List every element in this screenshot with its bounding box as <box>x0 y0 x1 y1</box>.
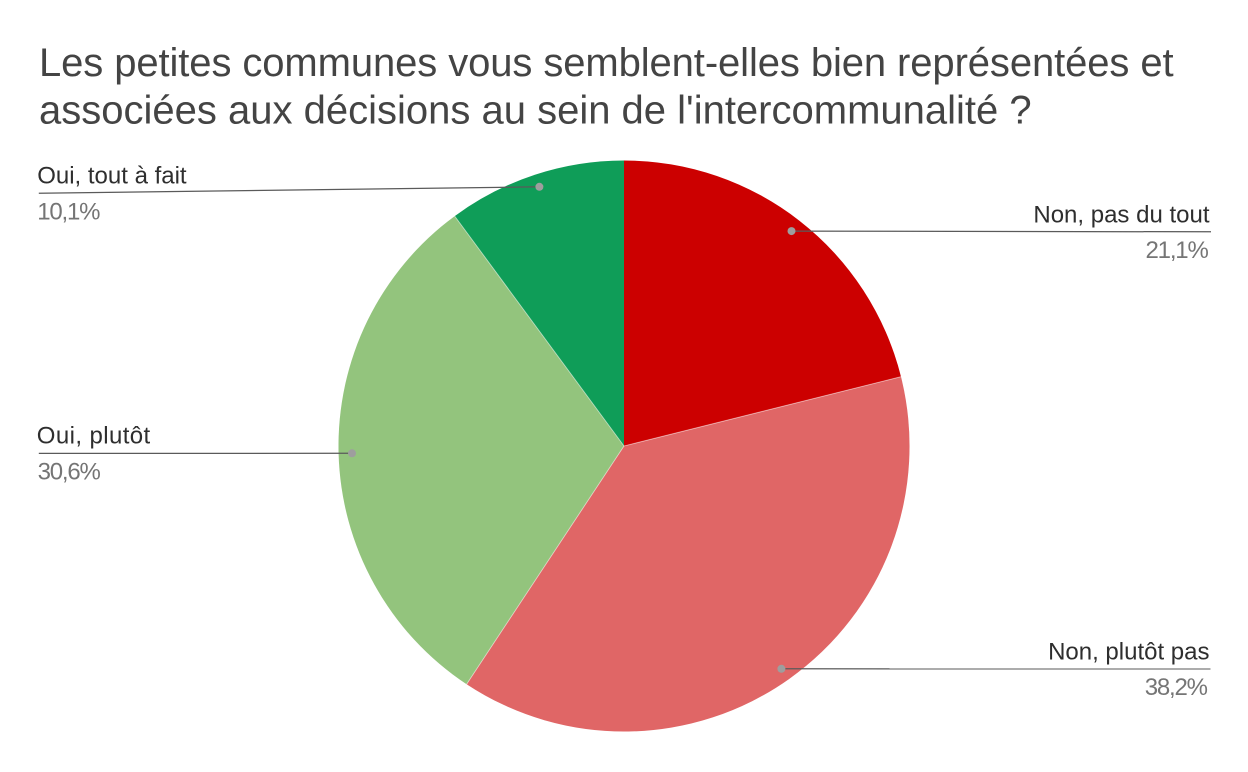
svg-text:Non, plutôt pas: Non, plutôt pas <box>1048 639 1209 666</box>
svg-text:Les petites communes vous semb: Les petites communes vous semblent-elles… <box>39 41 1174 85</box>
svg-text:21,1%: 21,1% <box>1146 237 1209 264</box>
svg-text:Non, pas du tout: Non, pas du tout <box>1033 201 1209 228</box>
svg-text:Oui, tout à fait: Oui, tout à fait <box>37 163 187 190</box>
svg-text:30,6%: 30,6% <box>38 459 101 486</box>
svg-text:Oui, plutôt: Oui, plutôt <box>37 423 151 450</box>
svg-text:associées aux décisions au sei: associées aux décisions au sein de l'int… <box>39 88 1032 132</box>
svg-text:10,1%: 10,1% <box>37 199 100 226</box>
svg-text:38,2%: 38,2% <box>1145 674 1208 701</box>
